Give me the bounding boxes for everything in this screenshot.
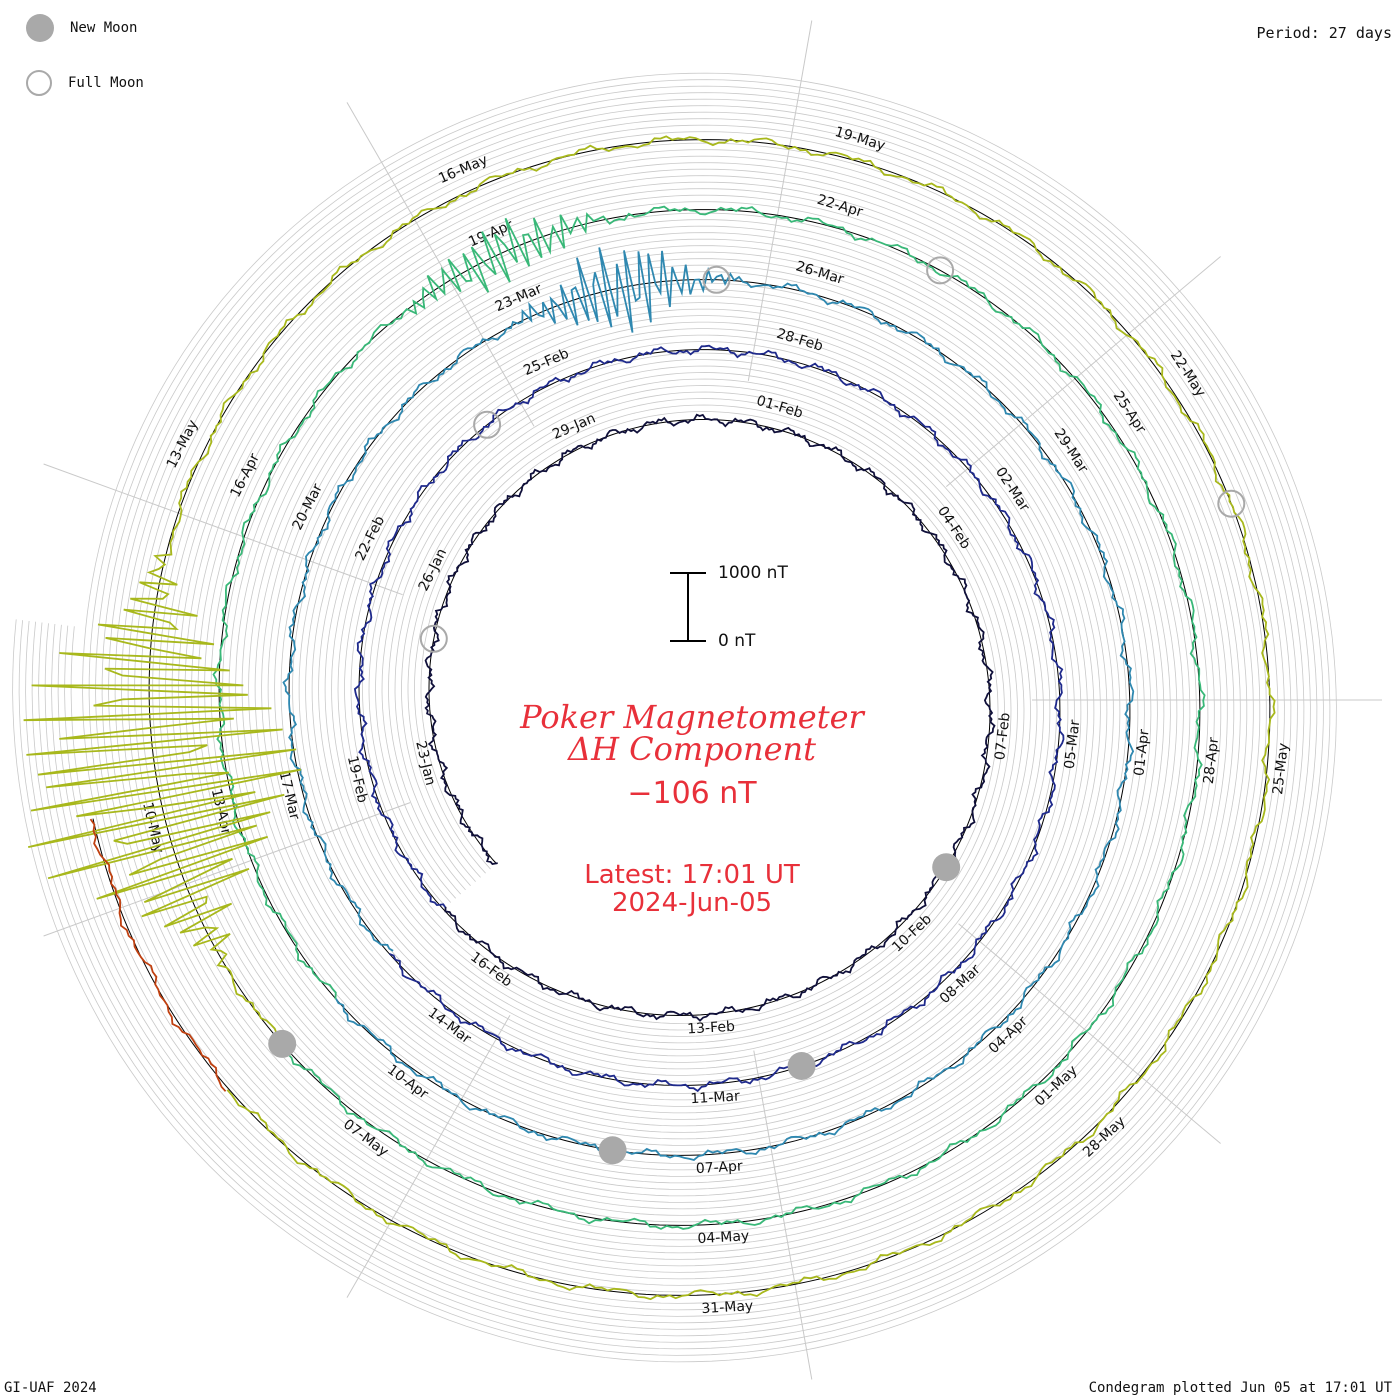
- plotted-label: Condegram plotted Jun 05 at 17:01 UT: [1088, 1380, 1392, 1396]
- grid-spiral: [38, 98, 1311, 1337]
- legend-full-moon: Full Moon: [26, 70, 144, 96]
- day-spoke: [43, 463, 403, 596]
- new-moon-marker: [787, 1052, 816, 1080]
- date-label: 11-Mar: [690, 1088, 740, 1107]
- trace-rotation-2: [353, 344, 1065, 1093]
- date-label: 25-Apr: [1110, 388, 1149, 436]
- grid-spiral: [12, 72, 1337, 1363]
- legend-new-moon: New Moon: [26, 14, 137, 42]
- grid-spiral: [70, 131, 1279, 1304]
- period-label: Period: 27 days: [1256, 24, 1392, 42]
- date-label: 08-Mar: [937, 961, 984, 1007]
- date-label: 10-Apr: [384, 1062, 431, 1103]
- full-moon-marker: [1217, 489, 1246, 518]
- grid-spiral: [31, 92, 1318, 1343]
- date-label: 10-Feb: [889, 911, 935, 955]
- trace-rotation-3: [282, 247, 1135, 1161]
- chart-title-line2: ΔH Component: [567, 730, 817, 768]
- grid-spiral: [51, 111, 1298, 1324]
- date-label: 28-Apr: [1201, 736, 1222, 785]
- full-moon-marker: [702, 265, 731, 294]
- scale-bottom-label: 0 nT: [718, 631, 756, 651]
- date-label: 05-Mar: [1062, 719, 1084, 770]
- date-label: 07-Feb: [992, 712, 1013, 761]
- date-label: 04-May: [697, 1228, 750, 1247]
- latest-time: Latest: 17:01 UT: [584, 860, 800, 890]
- legend-new-moon-label: New Moon: [70, 20, 138, 36]
- date-label: 29-Jan: [550, 410, 598, 443]
- new-moon-marker: [932, 853, 961, 882]
- trace-rotation-5: [23, 135, 1276, 1301]
- chart-title-line1: Poker Magnetometer: [520, 698, 864, 736]
- day-spoke: [747, 20, 813, 381]
- date-label: 25-May: [1270, 742, 1292, 795]
- grid-spiral: [18, 79, 1331, 1356]
- date-label: 01-Apr: [1131, 728, 1152, 777]
- credit-label: GI-UAF 2024: [4, 1380, 97, 1396]
- day-spoke: [43, 802, 411, 937]
- trace-rotation-6: [89, 818, 227, 1092]
- date-label: 07-Apr: [695, 1158, 743, 1177]
- trace-rotation-1: [424, 413, 996, 1022]
- new-moon-marker: [268, 1029, 297, 1058]
- grid-spiral: [57, 118, 1292, 1317]
- date-label: 16-Feb: [467, 949, 515, 990]
- date-label: 19-May: [833, 124, 887, 154]
- grid-spiral: [25, 85, 1324, 1350]
- trace-rotation-4: [212, 205, 1206, 1230]
- new-moon-marker: [598, 1136, 627, 1165]
- day-spoke: [346, 102, 535, 427]
- scale-top-label: 1000 nT: [718, 563, 788, 583]
- full-moon-marker: [473, 410, 502, 439]
- legend-full-moon-label: Full Moon: [68, 75, 144, 91]
- day-spoke: [958, 923, 1221, 1144]
- date-label: 26-Jan: [416, 546, 451, 594]
- latest-date: 2024-Jun-05: [611, 888, 773, 918]
- new-moon-icon: [26, 14, 54, 42]
- date-label: 13-Feb: [687, 1019, 736, 1038]
- current-value: −106 nT: [627, 776, 757, 811]
- full-moon-marker: [926, 256, 955, 285]
- grid-spiral: [64, 124, 1285, 1311]
- day-spoke: [346, 1014, 511, 1298]
- full-moon-icon: [26, 70, 52, 96]
- date-label: 26-Mar: [794, 258, 846, 288]
- day-spoke: [945, 256, 1221, 487]
- grid-spiral: [44, 105, 1305, 1330]
- full-moon-marker: [419, 624, 448, 653]
- date-label: 31-May: [701, 1298, 754, 1317]
